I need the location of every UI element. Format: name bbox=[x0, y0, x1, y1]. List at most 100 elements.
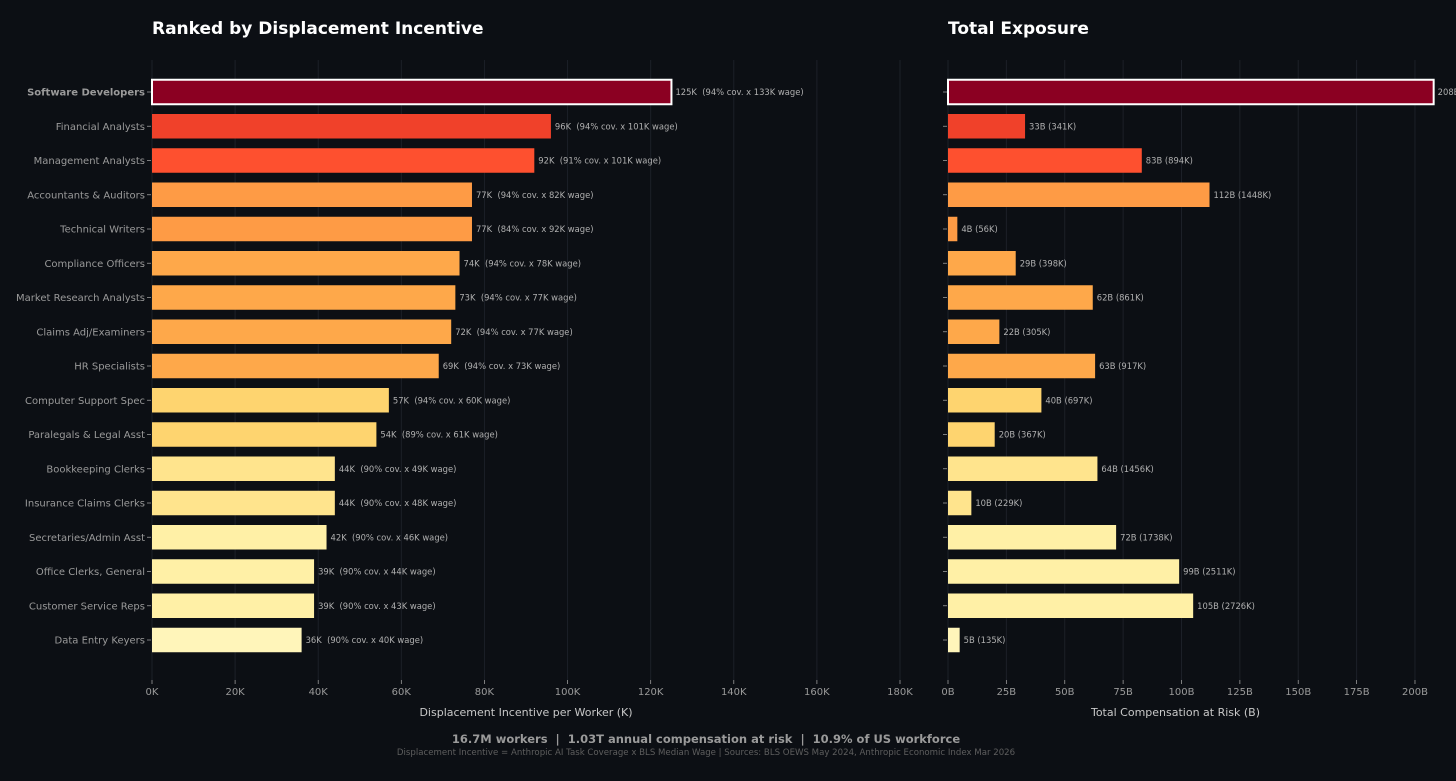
incentive-bar bbox=[152, 285, 456, 310]
incentive-category-label: Bookkeeping Clerks bbox=[46, 464, 145, 475]
incentive-x-tick-label: 0K bbox=[146, 687, 159, 698]
incentive-bar bbox=[152, 114, 551, 139]
exposure-bar bbox=[947, 78, 1435, 106]
exposure-bar bbox=[948, 525, 1117, 550]
exposure-data-label: 63B (917K) bbox=[1099, 361, 1146, 371]
exposure-x-tick-label: 200B bbox=[1402, 687, 1428, 698]
exposure-bar bbox=[948, 182, 1210, 207]
incentive-category-label: Management Analysts bbox=[34, 156, 145, 167]
exposure-bar bbox=[948, 627, 960, 653]
incentive-category-label: Office Clerks, General bbox=[36, 567, 145, 578]
incentive-x-tick-label: 60K bbox=[392, 687, 412, 698]
exposure-bar bbox=[948, 490, 972, 516]
incentive-bar bbox=[152, 559, 315, 584]
incentive-category-label: Claims Adj/Examiners bbox=[36, 327, 145, 338]
exposure-bar bbox=[948, 148, 1142, 173]
incentive-category-label: Financial Analysts bbox=[56, 122, 145, 133]
incentive-bar bbox=[152, 216, 472, 242]
incentive-category-label: Market Research Analysts bbox=[16, 293, 145, 304]
incentive-bar bbox=[152, 593, 315, 618]
exposure-data-label: 112B (1448K) bbox=[1214, 190, 1272, 200]
exposure-bar bbox=[948, 285, 1093, 310]
incentive-data-label: 77K (84% cov. x 92K wage) bbox=[476, 224, 594, 234]
exposure-bar bbox=[948, 251, 1016, 276]
incentive-x-tick-label: 80K bbox=[475, 687, 495, 698]
incentive-category-label: Customer Service Reps bbox=[29, 601, 145, 612]
incentive-category-label: Paralegals & Legal Asst bbox=[28, 430, 145, 441]
exposure-data-label: 5B (135K) bbox=[964, 635, 1006, 645]
exposure-bar bbox=[948, 319, 1000, 344]
incentive-x-tick-label: 40K bbox=[309, 687, 329, 698]
incentive-bar bbox=[152, 148, 535, 173]
exposure-bar bbox=[948, 216, 958, 242]
incentive-bar bbox=[152, 319, 452, 344]
incentive-chart-title: Ranked by Displacement Incentive bbox=[152, 19, 484, 39]
incentive-data-label: 69K (94% cov. x 73K wage) bbox=[443, 361, 561, 371]
incentive-category-label: Software Developers bbox=[27, 88, 145, 99]
exposure-x-tick-label: 150B bbox=[1285, 687, 1311, 698]
incentive-panel: Ranked by Displacement Incentive 0K 20K 40K… bbox=[16, 19, 913, 719]
incentive-x-tick-label: 20K bbox=[225, 687, 245, 698]
incentive-data-label: 39K (90% cov. x 44K wage) bbox=[318, 567, 436, 577]
incentive-data-label: 96K (94% cov. x 101K wage) bbox=[555, 121, 678, 131]
incentive-bar bbox=[152, 456, 335, 481]
footer-source: Displacement Incentive = Anthropic AI Ta… bbox=[397, 748, 1015, 758]
exposure-x-axis-label: Total Compensation at Risk (B) bbox=[1090, 706, 1260, 719]
exposure-data-label: 62B (861K) bbox=[1097, 293, 1144, 303]
exposure-data-label: 208B (1654K) bbox=[1438, 87, 1456, 97]
incentive-category-label: Technical Writers bbox=[59, 225, 145, 236]
exposure-bar bbox=[948, 422, 995, 447]
exposure-bar bbox=[948, 593, 1194, 618]
exposure-data-label: 4B (56K) bbox=[961, 224, 997, 234]
incentive-data-label: 44K (90% cov. x 49K wage) bbox=[339, 464, 457, 474]
incentive-bar bbox=[152, 627, 302, 653]
exposure-bar bbox=[948, 388, 1042, 413]
incentive-data-label: 42K (90% cov. x 46K wage) bbox=[331, 532, 449, 542]
incentive-bar bbox=[152, 490, 335, 516]
incentive-category-label: Data Entry Keyers bbox=[55, 636, 145, 647]
exposure-x-tick-label: 50B bbox=[1055, 687, 1075, 698]
exposure-x-tick-label: 100B bbox=[1169, 687, 1195, 698]
incentive-category-label: Insurance Claims Clerks bbox=[25, 499, 145, 510]
incentive-bar bbox=[152, 182, 472, 207]
incentive-x-tick-label: 120K bbox=[638, 687, 664, 698]
exposure-chart-title: Total Exposure bbox=[948, 19, 1089, 39]
exposure-data-label: 99B (2511K) bbox=[1183, 567, 1235, 577]
exposure-x-tick-label: 75B bbox=[1113, 687, 1133, 698]
incentive-data-label: 92K (91% cov. x 101K wage) bbox=[538, 156, 661, 166]
incentive-data-label: 39K (90% cov. x 43K wage) bbox=[318, 601, 436, 611]
incentive-bar bbox=[152, 525, 327, 550]
exposure-data-label: 40B (697K) bbox=[1045, 395, 1092, 405]
incentive-data-label: 57K (94% cov. x 60K wage) bbox=[393, 395, 511, 405]
incentive-data-label: 74K (94% cov. x 78K wage) bbox=[464, 258, 582, 268]
exposure-data-label: 10B (229K) bbox=[975, 498, 1022, 508]
incentive-data-label: 73K (94% cov. x 77K wage) bbox=[459, 293, 577, 303]
exposure-bar bbox=[948, 456, 1098, 481]
incentive-category-label: Accountants & Auditors bbox=[27, 190, 145, 201]
incentive-data-label: 77K (94% cov. x 82K wage) bbox=[476, 190, 594, 200]
incentive-x-tick-label: 140K bbox=[721, 687, 747, 698]
exposure-data-label: 83B (894K) bbox=[1146, 156, 1193, 166]
exposure-data-label: 72B (1738K) bbox=[1120, 532, 1172, 542]
exposure-x-tick-label: 125B bbox=[1227, 687, 1253, 698]
incentive-category-label: Secretaries/Admin Asst bbox=[29, 533, 145, 544]
exposure-x-tick-label: 0B bbox=[941, 687, 954, 698]
exposure-bar bbox=[948, 559, 1180, 584]
exposure-x-tick-label: 25B bbox=[997, 687, 1017, 698]
exposure-data-label: 105B (2726K) bbox=[1197, 601, 1255, 611]
footer-summary: 16.7M workers | 1.03T annual compensatio… bbox=[452, 732, 960, 746]
exposure-bar bbox=[948, 353, 1096, 379]
incentive-x-tick-label: 160K bbox=[804, 687, 830, 698]
incentive-data-label: 125K (94% cov. x 133K wage) bbox=[675, 87, 803, 97]
exposure-data-label: 29B (398K) bbox=[1020, 258, 1067, 268]
incentive-x-tick-label: 180K bbox=[887, 687, 913, 698]
incentive-bar bbox=[152, 388, 389, 413]
exposure-data-label: 64B (1456K) bbox=[1101, 464, 1153, 474]
incentive-data-label: 36K (90% cov. x 40K wage) bbox=[306, 635, 424, 645]
incentive-x-axis-label: Displacement Incentive per Worker (K) bbox=[419, 706, 632, 719]
incentive-category-label: HR Specialists bbox=[74, 362, 145, 373]
exposure-panel: Total Exposure 0B 25B 50B 75B 100B 125B 150B 175… bbox=[941, 19, 1456, 719]
incentive-bar bbox=[151, 78, 673, 106]
